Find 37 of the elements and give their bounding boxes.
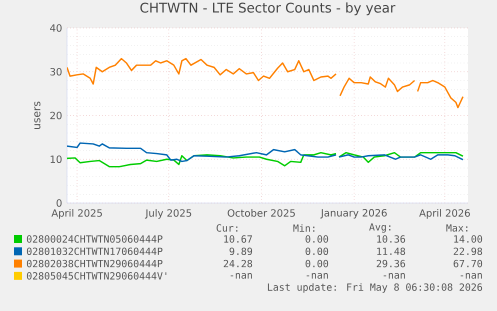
text: -nan: [460, 273, 482, 279]
text: 67.70: [454, 260, 482, 268]
text: 11.48: [377, 248, 406, 256]
y-tick-label: 10: [50, 155, 62, 164]
text: 14.00: [454, 235, 482, 243]
legend-label: 02800024CHTWTN05060444P: [26, 235, 162, 243]
text: 22.98: [454, 248, 482, 256]
text: -nan: [306, 273, 328, 279]
text: 29.36: [376, 260, 406, 268]
x-tick-label: April 2026: [419, 209, 470, 219]
y-tick-label: 30: [50, 68, 62, 76]
text: 10.36: [377, 235, 406, 243]
legend-label: 02805045CHTWTN29060444V': [26, 272, 166, 280]
text: -nan: [230, 273, 252, 279]
x-tick-label: October 2025: [228, 209, 295, 217]
text: 0.00: [306, 260, 328, 268]
y-tick-label: 40: [50, 24, 62, 32]
text: Avg:: [369, 223, 390, 233]
text: Last update: Fri May 8 06:30:08 2026: [268, 283, 482, 293]
y-tick-label: 0: [56, 199, 62, 207]
text: 0.00: [306, 248, 328, 256]
x-tick-label: January 2026: [320, 209, 387, 219]
y-axis-title: users: [34, 102, 40, 130]
y-tick-label: 20: [50, 112, 62, 120]
text: Min:: [293, 224, 314, 232]
text: Cur:: [216, 224, 238, 232]
text: Max:: [446, 224, 468, 232]
text: 0.00: [306, 235, 328, 243]
x-tick-label: July 2025: [144, 209, 192, 219]
text: -nan: [384, 273, 405, 279]
text: 10.67: [224, 235, 252, 243]
chart-title: CHTWTN - LTE Sector Counts - by year: [140, 2, 396, 16]
legend-label: 02802038CHTWTN29060444P: [26, 260, 162, 268]
text: 9.89: [230, 248, 252, 256]
text: 24.28: [224, 260, 252, 268]
legend-label: 02801032CHTWTN17060444P: [26, 248, 162, 256]
x-tick-label: April 2025: [51, 209, 102, 219]
